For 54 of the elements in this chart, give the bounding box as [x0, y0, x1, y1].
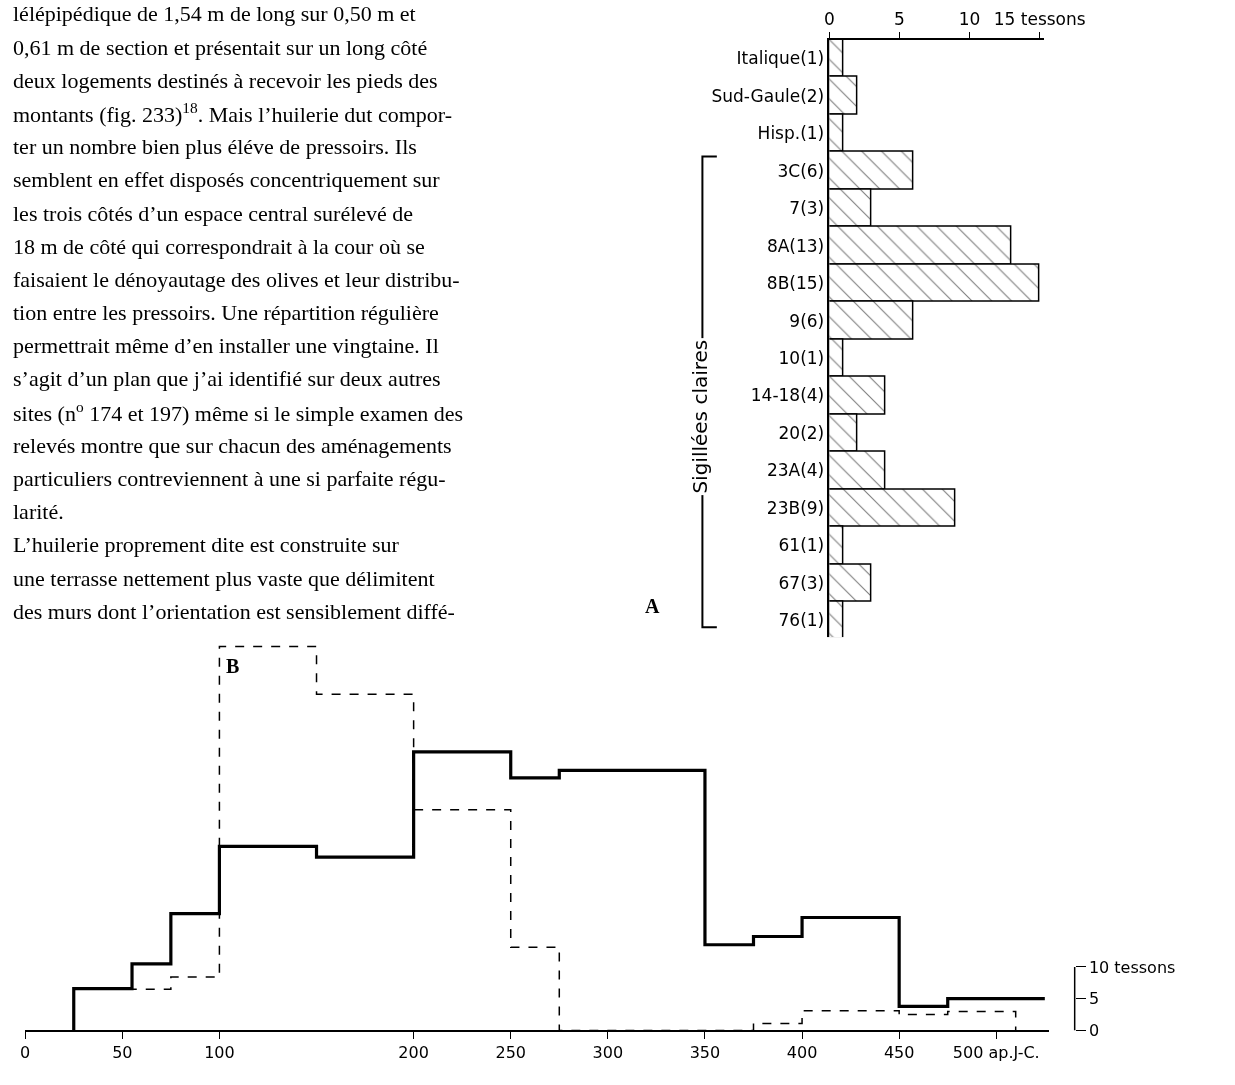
text: deux logements destinés à recevoir les pieds des: [13, 68, 438, 93]
text: sites (n$^{o}$ 174 et 197) même si le simple examen des: [13, 398, 464, 427]
y-tick-label: Hisp.(1): [757, 123, 825, 144]
text: L’huilerie proprement dite est construite sur: [13, 532, 400, 557]
x-tick-label: 400: [786, 1043, 818, 1063]
text: lélépipédique de 1,54 m de long sur 0,50 m et: [13, 1, 416, 26]
text: une terrasse nettement plus vaste que délimitent: [13, 566, 435, 591]
y-tick-label: 10 tessons: [1088, 957, 1176, 977]
x-tick-label: 100: [204, 1043, 235, 1063]
y-tick-label: Sud-Gaule(2): [711, 85, 825, 106]
y-tick-label: 20(2): [778, 422, 825, 443]
x-tick-label: 250: [495, 1043, 526, 1063]
y-tick-label: 5: [1088, 989, 1100, 1009]
x-tick-label: 200: [398, 1043, 429, 1063]
text: larité.: [13, 499, 64, 524]
y-tick-label: 8B(15): [766, 273, 825, 294]
y-tick-label: 8A(13): [766, 235, 825, 256]
text: A: [645, 595, 660, 617]
text: s’agit d’un plan que j’ai identifié sur deux autres: [13, 366, 441, 391]
text: semblent en effet disposés concentriquement sur: [13, 167, 441, 192]
y-tick-label: 23A(4): [766, 460, 825, 481]
y-tick-label: 9(6): [789, 310, 825, 331]
text: permettrait même d’en installer une vingtaine. Il: [13, 333, 439, 358]
y-tick-label: 7(3): [789, 198, 825, 219]
y-tick-label: 23B(9): [766, 497, 825, 518]
text: faisaient le dénoyautage des olives et leur distribu-: [13, 267, 460, 292]
y-axis-title: Sigillées claires: [688, 339, 713, 494]
y-tick-label: 67(3): [778, 572, 825, 593]
x-tick-label: 500 ap.J-C.: [952, 1043, 1040, 1063]
text: les trois côtés d’un espace central surélevé de: [13, 201, 414, 226]
y-tick-label: Italique(1): [736, 48, 825, 69]
y-tick-label: 61(1): [778, 535, 825, 556]
annotation: B: [226, 655, 240, 677]
text: montants (fig. 233)$^{18}$. Mais l’huilerie dut compor-: [13, 99, 452, 128]
y-tick-label: 14-18(4): [750, 385, 825, 406]
text: tion entre les pressoirs. Une répartition régulière: [13, 300, 439, 325]
x-tick-label: 350: [689, 1043, 721, 1063]
text: relevés montre que sur chacun des aménagements: [13, 433, 452, 458]
x-tick-label: 50: [112, 1043, 133, 1063]
text: ter un nombre bien plus éléve de pressoirs. Ils: [13, 134, 417, 159]
text: 0,61 m de section et présentait sur un long côté: [13, 35, 428, 60]
y-tick-label: 76(1): [778, 610, 825, 631]
y-tick-label: 0: [1088, 1021, 1100, 1041]
y-tick-label: 3C(6): [777, 160, 825, 181]
x-tick-label: 0: [20, 1043, 31, 1063]
text: particuliers contreviennent à une si parfaite régu-: [13, 466, 446, 491]
x-tick-label: 300: [592, 1043, 624, 1063]
y-tick-label: 10(1): [778, 348, 825, 369]
x-tick-label: 15 tessons: [993, 9, 1086, 30]
text: des murs dont l’orientation est sensiblement diffé-: [13, 599, 455, 624]
text: 18 m de côté qui correspondrait à la cour où se: [13, 234, 425, 259]
x-tick-label: 450: [883, 1043, 915, 1063]
x-tick-label: 5: [894, 9, 905, 30]
x-tick-label: 10: [958, 9, 981, 30]
